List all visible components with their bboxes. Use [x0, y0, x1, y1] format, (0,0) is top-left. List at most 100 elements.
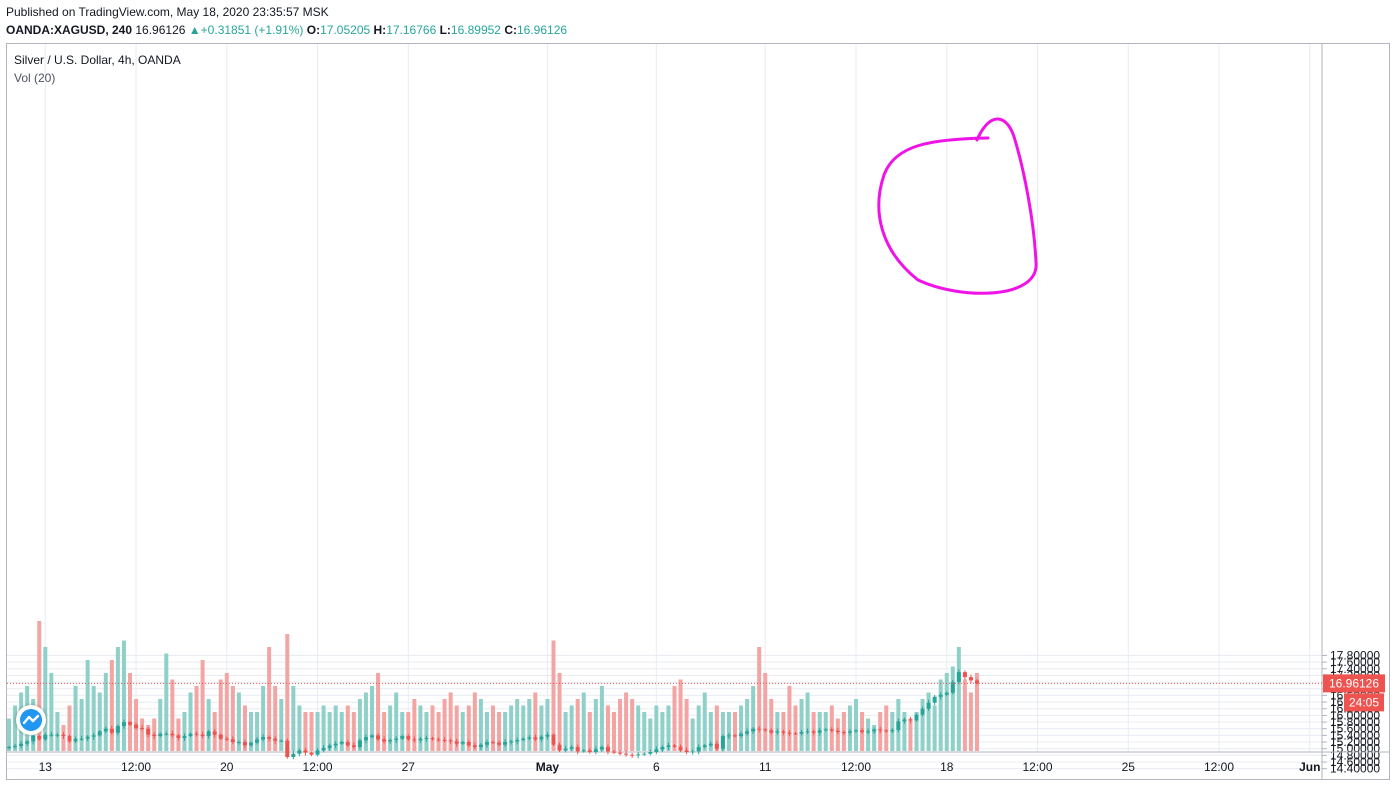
candle-body	[902, 719, 907, 722]
volume-bar	[406, 712, 411, 751]
volume-bar	[605, 705, 610, 751]
volume-bar	[757, 647, 762, 751]
candle-body	[285, 740, 290, 758]
countdown-label: 24:05	[1349, 695, 1379, 709]
y-tick-label: 14.60000	[1330, 755, 1380, 769]
candle-body	[733, 735, 737, 737]
candle-body	[962, 672, 967, 678]
volume-bar	[103, 673, 108, 751]
volume-bar	[720, 712, 725, 751]
candle-body	[382, 739, 387, 742]
candle-body	[787, 732, 792, 734]
x-tick-label: May	[536, 760, 560, 774]
volume-bar	[128, 673, 132, 751]
candle-body	[678, 746, 683, 751]
candle-body	[182, 736, 187, 739]
volume-bar	[242, 705, 247, 751]
candle-body	[805, 731, 810, 733]
volume-bar	[751, 686, 756, 751]
volume-bar	[545, 699, 550, 751]
candle-body	[648, 752, 653, 754]
candle-body	[872, 729, 877, 732]
open-value: 17.05205	[320, 23, 371, 37]
volume-bar	[121, 640, 126, 751]
volume-bar	[636, 705, 641, 751]
symbol[interactable]: OANDA:XAGUSD, 240	[6, 23, 133, 37]
y-tick-label: 17.80000	[1330, 648, 1380, 662]
y-tick-label: 15.20000	[1330, 735, 1380, 749]
open-label: O:	[306, 23, 321, 37]
candle-body	[599, 747, 604, 750]
candle-body	[539, 736, 544, 740]
volume-bar	[249, 712, 253, 751]
x-tick-label: 13	[39, 760, 53, 774]
volume-bar	[472, 692, 477, 751]
candle-body	[13, 746, 18, 748]
volume-bar	[7, 718, 11, 751]
candle-body	[950, 682, 955, 693]
y-tick-label: 17.40000	[1330, 662, 1380, 676]
candle-body	[55, 734, 60, 736]
volume-bar	[672, 686, 677, 751]
candle-body	[249, 742, 253, 746]
candle-body	[551, 734, 556, 745]
candle-body	[188, 733, 193, 737]
volume-bar	[382, 712, 387, 751]
volume-bar	[37, 621, 42, 751]
x-tick-label: 11	[759, 760, 772, 774]
candle-body	[726, 735, 731, 737]
candle-body	[194, 733, 199, 735]
candle-body	[273, 738, 278, 741]
volume-bar	[164, 653, 169, 751]
volume-bar	[394, 692, 399, 751]
series-legend[interactable]: Silver / U.S. Dollar, 4h, OANDA	[14, 53, 181, 67]
candle-body	[612, 751, 616, 753]
volume-bar	[678, 679, 683, 751]
volume-bar	[206, 699, 211, 751]
volume-bar	[188, 692, 193, 751]
candle-body	[466, 742, 471, 746]
volume-bar	[618, 699, 623, 751]
candle-body	[581, 750, 586, 752]
candle-body	[878, 729, 883, 731]
volume-bar	[835, 718, 840, 751]
volume-bar	[708, 712, 713, 751]
candle-body	[176, 735, 181, 739]
candle-body	[775, 731, 780, 733]
volume-bar	[85, 660, 90, 751]
candle-body	[908, 719, 913, 721]
candle-body	[370, 735, 374, 738]
candle-body	[103, 728, 108, 732]
volume-bar	[684, 699, 689, 751]
annotation-circle	[877, 117, 1038, 295]
candle-body	[926, 702, 931, 709]
candle-body	[261, 737, 266, 740]
ohlc-header: OANDA:XAGUSD, 240 16.96126 ▲+0.31851 (+1…	[6, 23, 567, 37]
candle-body	[424, 738, 429, 740]
candle-body	[454, 741, 459, 744]
candle-body	[624, 753, 629, 755]
volume-bar	[902, 712, 907, 751]
candle-body	[357, 740, 362, 748]
x-tick-label: 12:00	[303, 760, 333, 774]
volume-bar	[140, 718, 145, 751]
volume-legend[interactable]: Vol (20)	[14, 71, 56, 85]
volume-bar	[539, 705, 544, 751]
volume-bar	[194, 686, 199, 751]
volume-bar	[944, 673, 949, 751]
candle-body	[67, 736, 72, 742]
candle-body	[400, 736, 405, 739]
volume-bar	[418, 705, 423, 751]
volume-bar	[763, 673, 768, 751]
candle-body	[660, 747, 665, 750]
x-tick-label: 27	[402, 760, 416, 774]
candle-body	[587, 750, 592, 753]
volume-bar	[43, 647, 48, 751]
published-line: Published on TradingView.com, May 18, 20…	[6, 5, 329, 19]
candle-body	[418, 738, 423, 741]
volume-bar	[799, 699, 804, 751]
high-value: 17.16766	[386, 23, 437, 37]
candle-body	[484, 742, 489, 745]
volume-bar	[430, 705, 435, 751]
